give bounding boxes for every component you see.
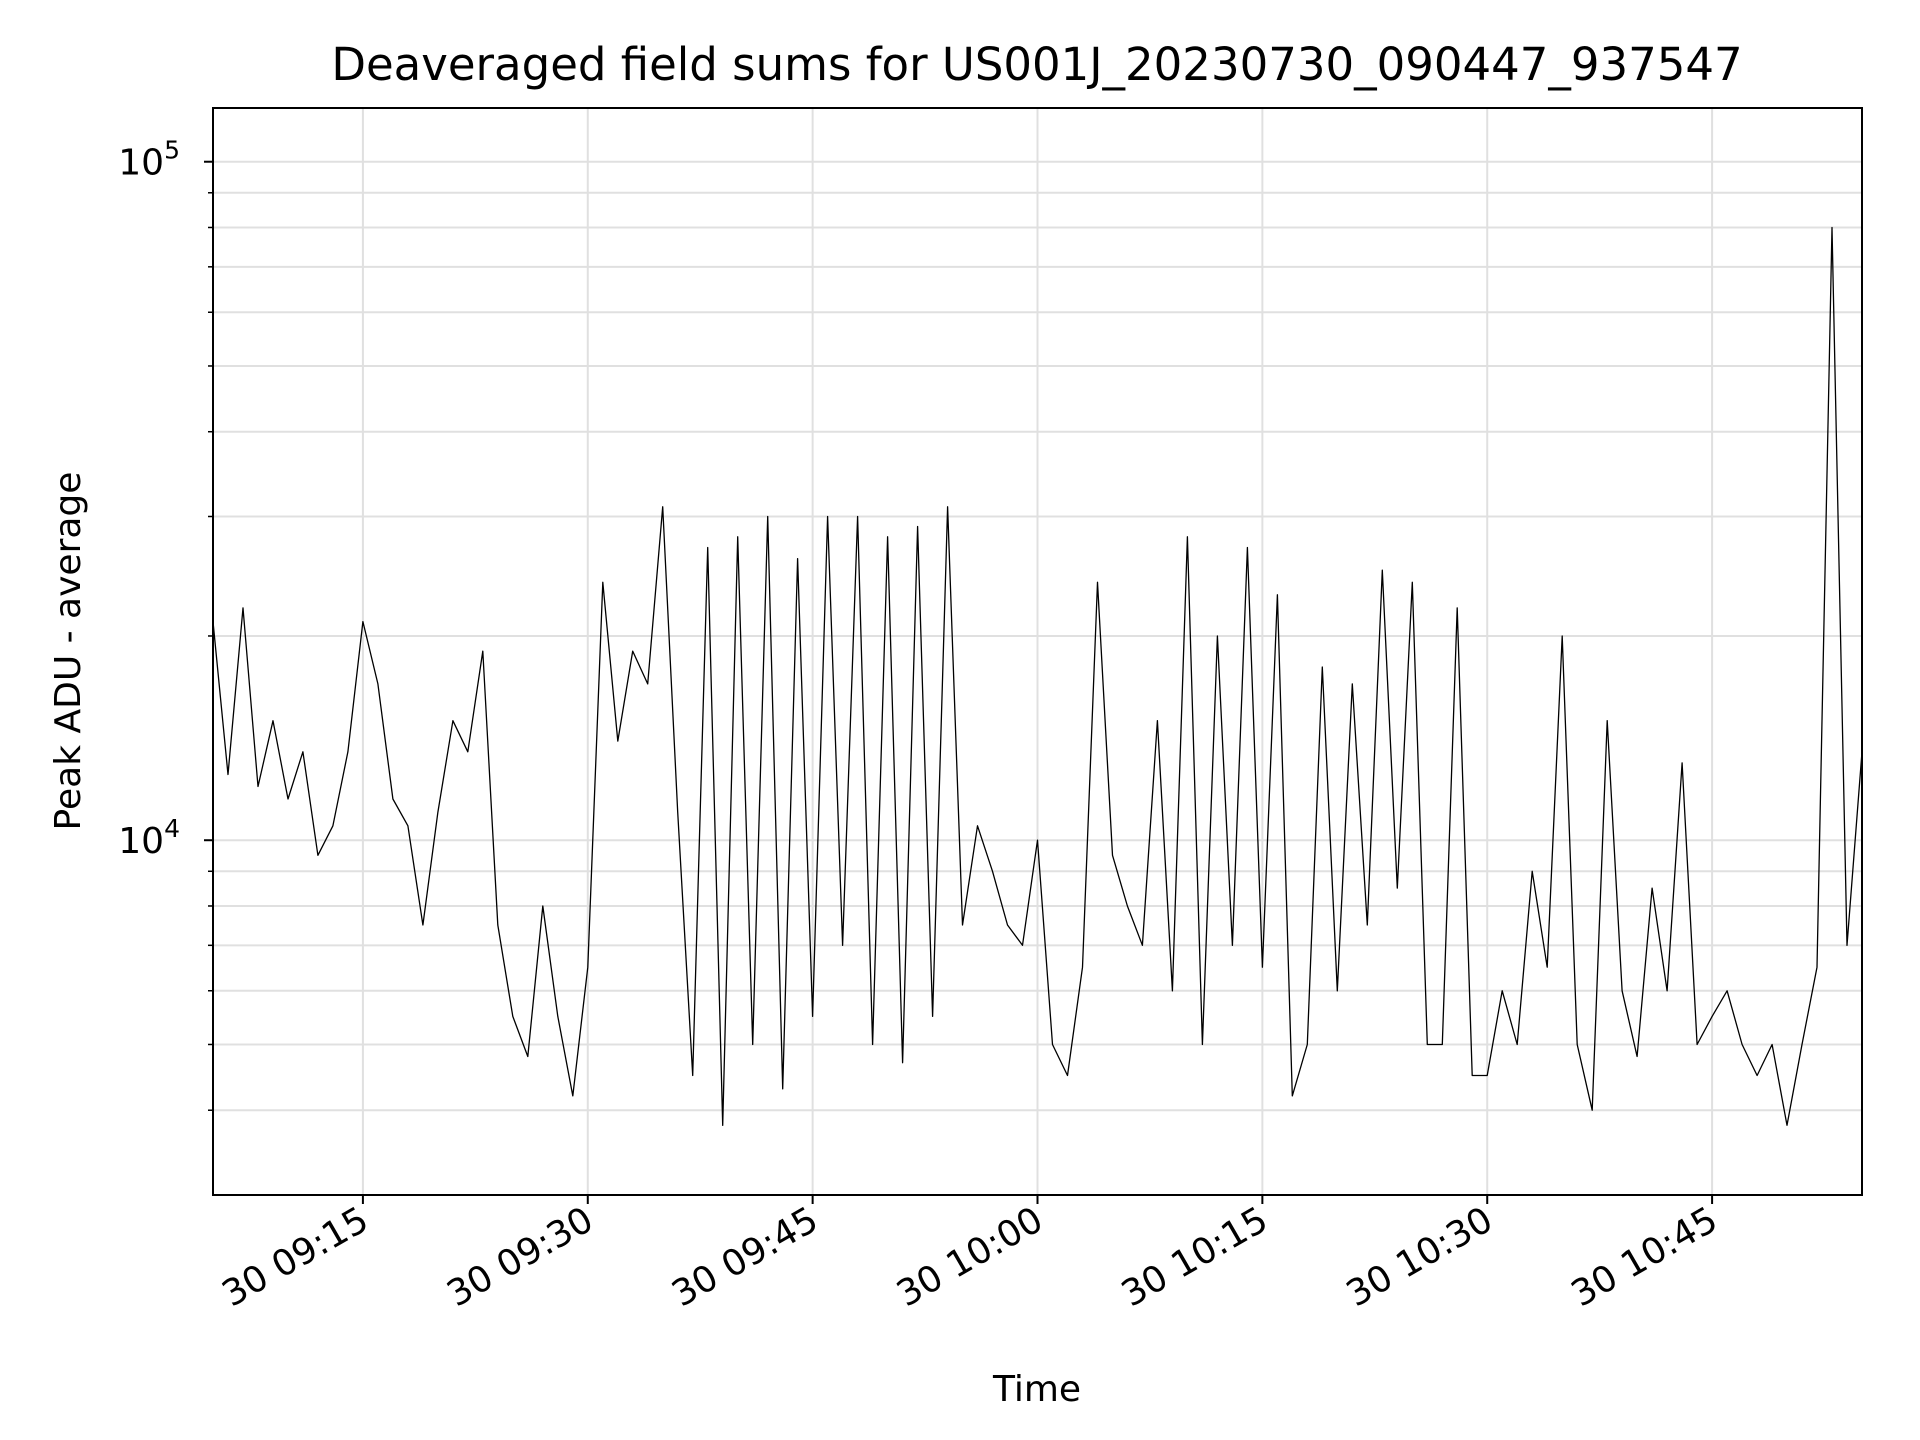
series-line xyxy=(212,226,1863,1126)
x-tick-label: 30 09:30 xyxy=(440,1199,600,1315)
x-tick-label: 30 10:15 xyxy=(1115,1199,1275,1315)
x-tick-label: 30 10:45 xyxy=(1565,1199,1725,1315)
x-tick-label: 30 10:00 xyxy=(890,1199,1050,1315)
x-axis-label: Time xyxy=(992,1369,1081,1410)
x-tick-label: 30 10:30 xyxy=(1340,1199,1500,1315)
gridlines xyxy=(213,108,1862,1195)
chart-title: Deaveraged field sums for US001J_2023073… xyxy=(331,38,1742,91)
y-tick-label: 104 xyxy=(118,814,180,862)
x-tick-label: 30 09:45 xyxy=(665,1199,825,1315)
y-tick-label: 105 xyxy=(118,136,180,184)
series-layer xyxy=(212,226,1863,1126)
x-tick-label: 30 09:15 xyxy=(215,1199,375,1315)
y-axis-label: Peak ADU - average xyxy=(48,472,89,831)
